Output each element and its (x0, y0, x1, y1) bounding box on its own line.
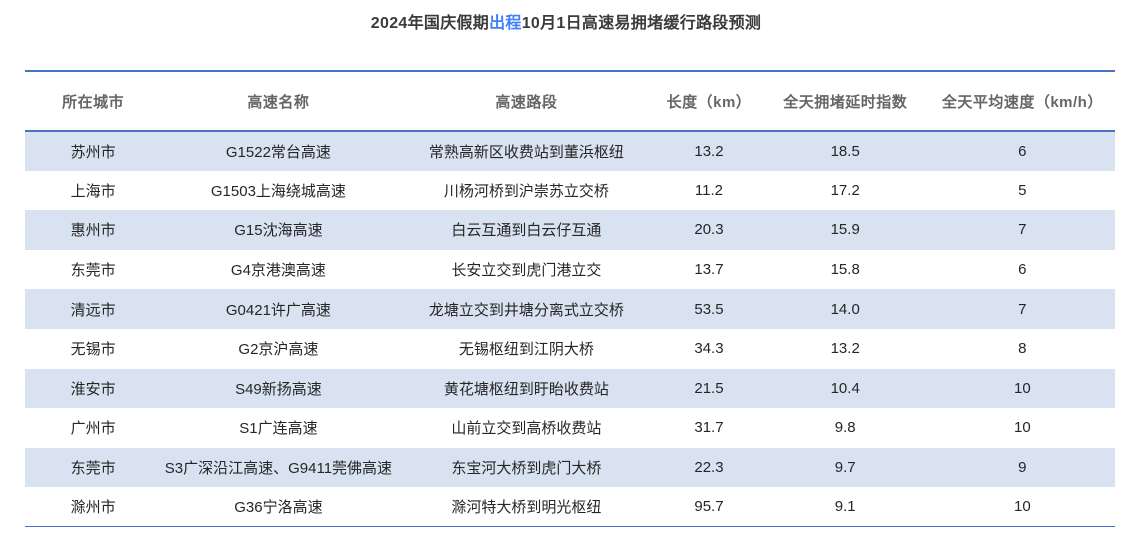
table-cell: 东宝河大桥到虎门大桥 (451, 460, 602, 478)
table-cell: 9.1 (834, 498, 856, 516)
table-row: 清远市 G0421许广高速 龙塘立交到井塘分离式立交桥 53.5 14.0 7 (25, 289, 1115, 329)
table-cell: 黄花塘枢纽到盱眙收费站 (443, 380, 609, 398)
table-cell: 14.0 (830, 300, 860, 318)
table-cell: S49新扬高速 (235, 380, 322, 398)
table-cell: 无锡市 (70, 341, 116, 359)
table-cell: 惠州市 (70, 222, 116, 240)
table-row: 滁州市 G36宁洛高速 滁河特大桥到明光枢纽 95.7 9.1 10 (25, 487, 1115, 527)
table-cell: 17.2 (830, 181, 860, 199)
table-cell: 山前立交到高桥收费站 (451, 420, 602, 438)
table-cell: 龙塘立交到井塘分离式立交桥 (428, 301, 624, 319)
table-row: 东莞市 S3广深沿江高速、G9411莞佛高速 东宝河大桥到虎门大桥 22.3 9.7 9 (25, 447, 1115, 488)
column-header: 高速路段 (495, 93, 558, 111)
table-cell: 10 (1013, 379, 1031, 397)
table-cell: 无锡枢纽到江阴大桥 (458, 341, 594, 359)
table-cell: 苏州市 (70, 143, 116, 161)
table-cell: 13.2 (830, 340, 860, 358)
table-row: 惠州市 G15沈海高速 白云互通到白云仔互通 20.3 15.9 7 (25, 210, 1115, 250)
column-header: 所在城市 (62, 93, 125, 111)
table-cell: 6 (1018, 142, 1027, 160)
table-cell: 东莞市 (70, 262, 116, 280)
table-cell: 18.5 (830, 142, 860, 160)
table-cell: S3广深沿江高速、G9411莞佛高速 (164, 460, 393, 478)
table-cell: G1522常台高速 (225, 143, 331, 161)
table-cell: 31.7 (694, 419, 724, 437)
column-header: 高速名称 (247, 93, 310, 111)
table-cell: 10.4 (830, 379, 860, 397)
title-prefix: 2024年国庆假期 (370, 15, 490, 32)
table-cell: 7 (1018, 300, 1027, 318)
table-cell: 10 (1013, 419, 1031, 437)
table-cell: 53.5 (694, 300, 724, 318)
table-cell: G4京港澳高速 (230, 262, 326, 280)
title-suffix: 10月1日高速易拥堵缓行路段预测 (521, 15, 762, 32)
table-cell: 11.2 (694, 181, 723, 199)
table-cell: 白云互通到白云仔互通 (451, 222, 602, 240)
table-cell: 9.8 (834, 419, 856, 437)
table-header-row: 所在城市 高速名称 高速路段 长度（km） 全天拥堵延时指数 全天平均速度（km/h） (25, 71, 1115, 131)
table-cell: G15沈海高速 (234, 222, 323, 240)
table-cell: G2京沪高速 (238, 341, 319, 359)
table-cell: 15.8 (830, 261, 860, 279)
table-cell: S1广连高速 (239, 420, 318, 438)
table-row: 无锡市 G2京沪高速 无锡枢纽到江阴大桥 34.3 13.2 8 (25, 329, 1115, 369)
table-cell: 9.7 (834, 459, 856, 477)
table-row: 上海市 G1503上海绕城高速 川杨河桥到沪崇苏立交桥 11.2 17.2 5 (25, 171, 1115, 211)
table-cell: 6 (1018, 261, 1027, 279)
table-body: 苏州市 G1522常台高速 常熟高新区收费站到董浜枢纽 13.2 18.5 6 上海市 G15… (25, 131, 1115, 527)
table-cell: 川杨河桥到沪崇苏立交桥 (443, 182, 609, 200)
table-cell: 13.2 (694, 142, 724, 160)
table-cell: G1503上海绕城高速 (210, 182, 346, 200)
table-cell: 22.3 (694, 459, 724, 477)
table-cell: 常熟高新区收费站到董浜枢纽 (428, 143, 624, 161)
table-cell: 清远市 (70, 301, 116, 319)
table-cell: 长安立交到虎门港立交 (451, 262, 602, 280)
table-cell: 8 (1018, 340, 1027, 358)
page-title: 2024年国庆假期出程10月1日高速易拥堵缓行路段预测 (0, 9, 1132, 33)
column-header: 长度（km） (666, 93, 752, 111)
table-row: 苏州市 G1522常台高速 常熟高新区收费站到董浜枢纽 13.2 18.5 6 (25, 131, 1115, 171)
table-cell: 34.3 (694, 340, 724, 358)
table-cell: 10 (1013, 498, 1031, 516)
table-cell: 滁河特大桥到明光枢纽 (451, 499, 602, 517)
column-header: 全天拥堵延时指数 (783, 93, 908, 111)
table-row: 东莞市 G4京港澳高速 长安立交到虎门港立交 13.7 15.8 6 (25, 250, 1115, 290)
table-cell: G36宁洛高速 (234, 499, 323, 517)
table-cell: 上海市 (70, 182, 116, 200)
table-cell: 20.3 (694, 221, 724, 239)
table-cell: 东莞市 (70, 460, 116, 478)
table-cell: 95.7 (694, 498, 724, 516)
table-cell: 9 (1018, 459, 1027, 477)
column-header: 全天平均速度（km/h） (941, 93, 1103, 111)
congestion-forecast-table: 所在城市 高速名称 高速路段 长度（km） 全天拥堵延时指数 全天平均速度（km/h） 苏… (25, 70, 1115, 527)
table-cell: 5 (1018, 181, 1027, 199)
table-cell: 13.7 (694, 261, 724, 279)
table-cell: G0421许广高速 (225, 301, 331, 319)
table-row: 淮安市 S49新扬高速 黄花塘枢纽到盱眙收费站 21.5 10.4 10 (25, 368, 1115, 409)
table-cell: 21.5 (694, 379, 724, 397)
table-cell: 淮安市 (70, 380, 116, 398)
table-cell: 15.9 (830, 221, 860, 239)
table-cell: 滁州市 (70, 499, 116, 517)
title-highlight: 出程 (489, 15, 522, 32)
table-row: 广州市 S1广连高速 山前立交到高桥收费站 31.7 9.8 10 (25, 408, 1115, 448)
table-cell: 7 (1018, 221, 1027, 239)
table-cell: 广州市 (70, 420, 116, 438)
